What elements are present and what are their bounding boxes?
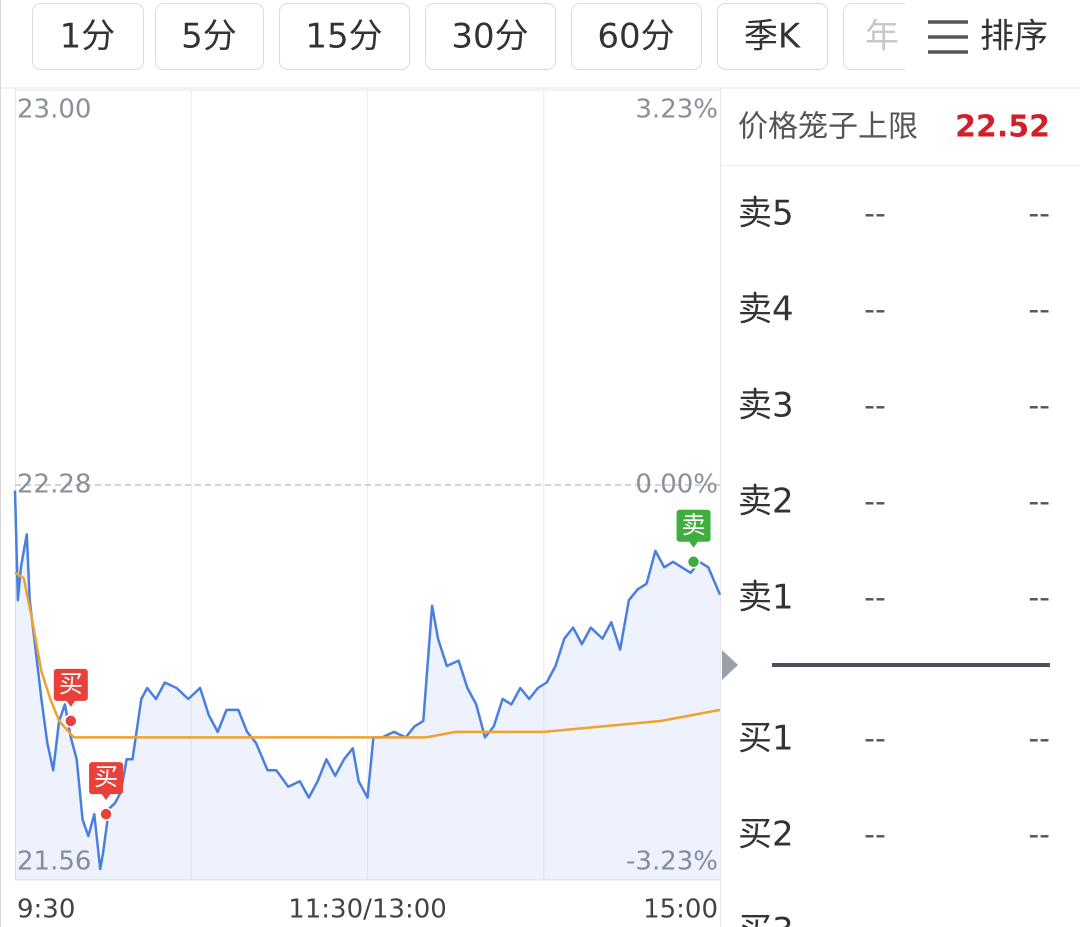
tab-label[interactable]: 15分 (305, 17, 382, 57)
tab-label[interactable]: 60分 (597, 17, 674, 57)
level-volume: -- (1028, 914, 1050, 927)
average-line (14, 571, 721, 739)
level-volume: -- (1028, 293, 1050, 328)
tab-label[interactable]: 5分 (181, 17, 237, 57)
tab-label[interactable]: 1分 (60, 17, 116, 57)
level-price: -- (864, 914, 886, 927)
sort-label[interactable]: 排序 (980, 17, 1048, 57)
level-name: 买1 (738, 719, 794, 759)
trade-label: 买 (94, 763, 118, 791)
level-name: 卖2 (738, 482, 794, 522)
price-area (15, 490, 720, 880)
trade-dot (99, 807, 113, 821)
level-volume: -- (1028, 389, 1050, 424)
level-volume: -- (1028, 485, 1050, 520)
level-price: -- (864, 818, 886, 853)
trade-badge (89, 762, 124, 795)
tab-label[interactable]: 季K (744, 17, 802, 57)
trade-label: 卖 (682, 511, 706, 539)
y2-tick-label: 0.00% (635, 470, 718, 500)
trade-pointer (688, 540, 699, 548)
trade-dot (64, 714, 78, 728)
tab[interactable] (32, 3, 144, 70)
level-name: 卖3 (738, 386, 794, 426)
level-price: -- (864, 197, 886, 232)
level-volume: -- (1028, 818, 1050, 853)
level-name: 买3 (738, 911, 794, 927)
y2-tick-label: 3.23% (635, 95, 718, 125)
level-price: -- (864, 389, 886, 424)
tab[interactable] (717, 3, 828, 70)
tab[interactable] (279, 3, 410, 70)
sort-backdrop (905, 0, 1080, 80)
level-price: -- (864, 581, 886, 616)
level-volume: -- (1028, 581, 1050, 616)
tab[interactable] (425, 3, 556, 70)
tab[interactable] (571, 3, 702, 70)
level-name: 买2 (738, 815, 794, 855)
level-price: -- (864, 293, 886, 328)
trade-dot (686, 555, 701, 569)
y-tick-label: 23.00 (17, 95, 91, 125)
y2-tick-label: -3.23% (626, 847, 718, 877)
spread-arrow (722, 650, 738, 680)
level-price: -- (864, 485, 886, 520)
tab[interactable] (155, 3, 264, 70)
level-volume: -- (1028, 722, 1050, 757)
cage-label: 价格笼子上限 (738, 110, 918, 145)
cage-value: 22.52 (955, 110, 1050, 145)
level-name: 卖1 (738, 578, 794, 618)
level-volume: -- (1028, 197, 1050, 232)
level-name: 卖4 (738, 290, 794, 330)
y-tick-label: 22.28 (17, 470, 91, 500)
price-line (13, 490, 722, 871)
trade-badge (53, 668, 88, 701)
grid (15, 89, 720, 881)
x-tick-label: 9:30 (17, 895, 75, 925)
x-tick-label: 15:00 (643, 895, 718, 925)
trade-label: 买 (59, 670, 83, 698)
x-tick-label: 11:30/13:00 (288, 895, 447, 925)
sort-button[interactable]: 排序 (928, 17, 1048, 57)
level-price: -- (864, 722, 886, 757)
trade-pointer (101, 793, 112, 801)
tab-label[interactable]: 年 (865, 17, 899, 57)
trade-pointer (65, 699, 76, 707)
y-tick-label: 21.56 (17, 847, 91, 877)
tab-label[interactable]: 30分 (451, 17, 528, 57)
level-name: 卖5 (738, 194, 794, 234)
trade-badge (676, 509, 711, 542)
